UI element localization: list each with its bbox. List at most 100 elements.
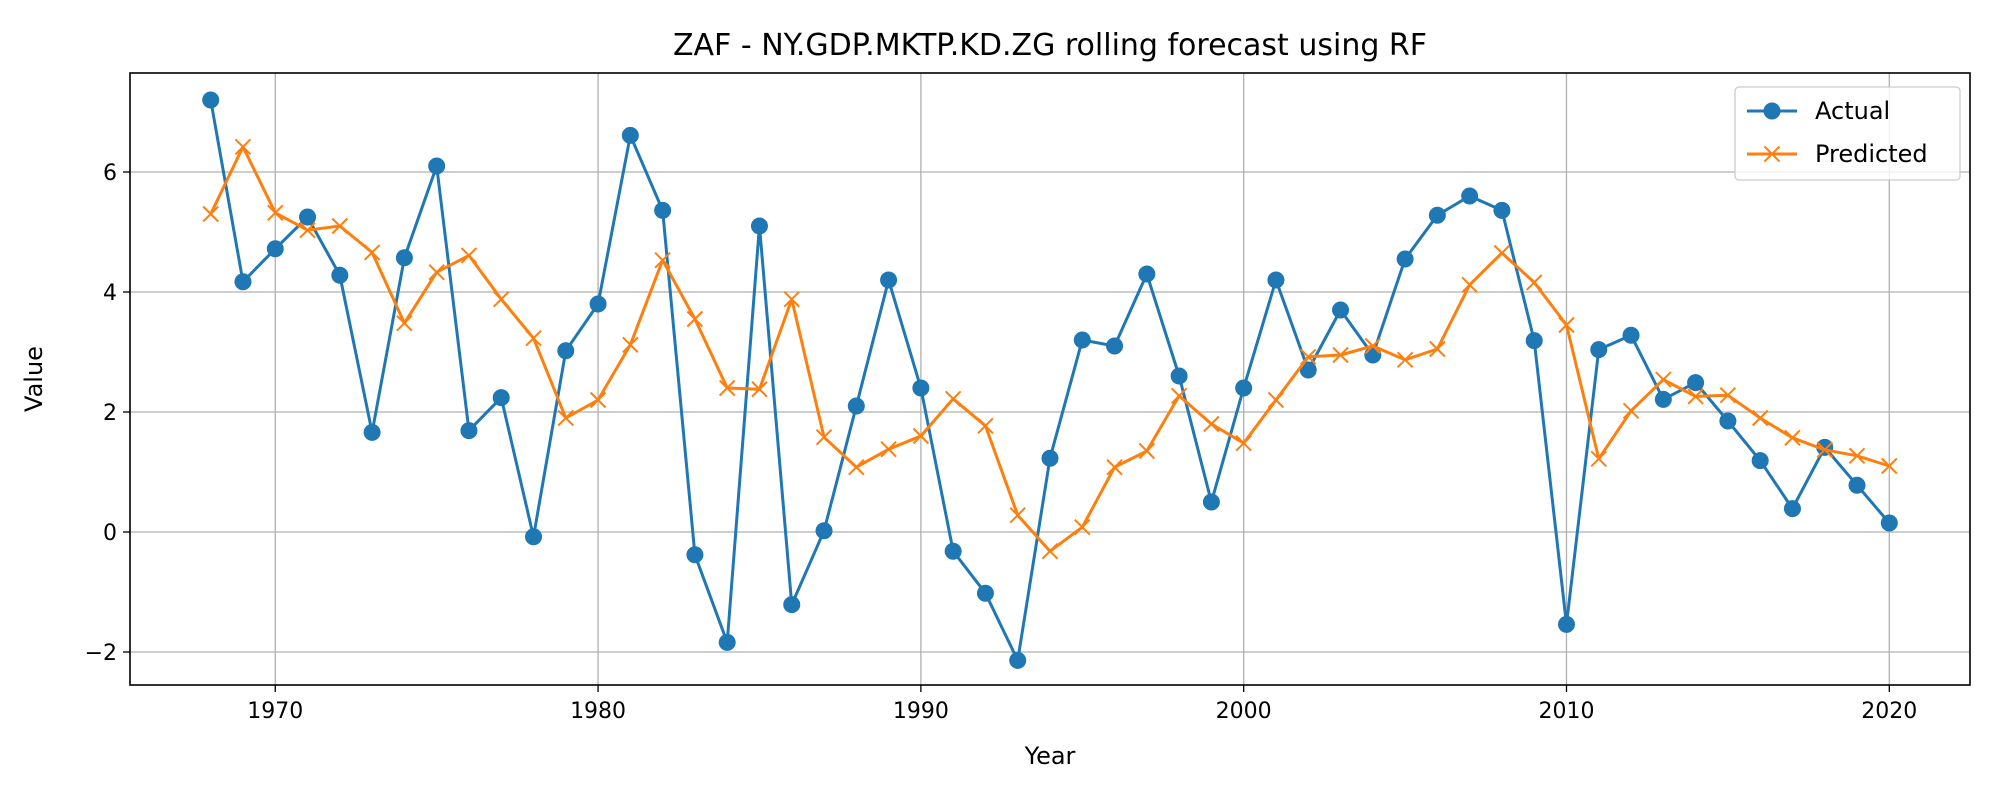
data-point-predicted (1687, 388, 1704, 405)
data-point-actual (1009, 651, 1027, 669)
data-point-actual (1590, 341, 1608, 359)
data-point-predicted (944, 390, 962, 408)
data-point-predicted (428, 263, 445, 281)
data-point-predicted (1106, 458, 1123, 476)
y-tick-label: −2 (85, 641, 117, 666)
data-point-actual (460, 422, 478, 440)
data-point-predicted (363, 244, 381, 261)
y-tick-label: 4 (103, 281, 117, 306)
x-axis-label: Year (1024, 742, 1076, 770)
x-tick-label: 2000 (1216, 699, 1272, 724)
plot-frame (129, 72, 1971, 686)
data-point-actual (428, 157, 446, 175)
data-point-actual (1202, 493, 1220, 511)
data-point-predicted (1751, 409, 1769, 427)
data-point-actual (1654, 390, 1672, 408)
data-point-actual (1332, 301, 1350, 319)
data-point-actual (1848, 476, 1866, 494)
data-point-actual (750, 217, 768, 235)
data-point-predicted (1235, 434, 1252, 452)
data-point-actual (944, 542, 962, 560)
axis-ticks: 1970 1980 1990 2000 2010 2020 −2 0 2 4 6 (85, 161, 1918, 724)
legend-label: Predicted (1815, 140, 1928, 168)
data-point-actual (202, 91, 220, 109)
data-point-predicted (1816, 441, 1833, 459)
data-point-predicted (1622, 402, 1640, 420)
y-tick-label: 6 (103, 161, 117, 186)
data-point-predicted (589, 391, 607, 409)
data-point-predicted (1074, 518, 1091, 536)
data-point-predicted (202, 205, 219, 223)
data-point-predicted (880, 440, 897, 458)
data-point-actual (1493, 201, 1511, 219)
data-point-actual (1687, 374, 1705, 392)
legend-item-actual: Actual (1747, 97, 1890, 125)
data-point-predicted (1429, 340, 1446, 358)
data-point-predicted (1461, 276, 1478, 294)
data-point-actual (1557, 615, 1575, 633)
data-point-actual (1719, 412, 1737, 430)
plot-series (202, 91, 1898, 669)
data-point-predicted (848, 458, 865, 476)
legend-marker (1763, 102, 1781, 120)
legend-label: Actual (1815, 97, 1890, 125)
data-point-actual (976, 584, 994, 602)
data-point-predicted (1203, 415, 1220, 433)
x-tick-label: 1970 (247, 699, 303, 724)
series-predicted (202, 138, 1898, 560)
data-point-actual (1751, 452, 1769, 470)
legend-marker (1763, 145, 1781, 163)
data-point-actual (1880, 514, 1898, 532)
y-tick-label: 2 (103, 401, 117, 426)
series-actual (202, 91, 1898, 669)
data-point-predicted (1655, 371, 1672, 388)
data-point-predicted (622, 336, 639, 354)
data-point-predicted (1332, 346, 1349, 364)
data-point-predicted (1719, 386, 1737, 404)
data-point-actual (395, 249, 413, 267)
data-point-actual (847, 397, 865, 415)
data-point-predicted (460, 247, 478, 264)
data-point-actual (1428, 206, 1446, 224)
data-point-predicted (1881, 457, 1898, 475)
y-tick-label: 0 (103, 521, 117, 546)
data-point-actual (621, 126, 639, 144)
data-point-predicted (977, 417, 994, 435)
data-point-actual (1622, 326, 1640, 344)
data-point-actual (1170, 367, 1188, 385)
data-point-actual (1396, 250, 1414, 268)
y-axis-label: Value (20, 346, 48, 412)
x-tick-label: 2020 (1861, 699, 1917, 724)
data-point-actual (299, 208, 317, 226)
data-point-predicted (1848, 447, 1866, 465)
data-point-predicted (1138, 442, 1156, 460)
data-point-actual (589, 295, 607, 313)
legend: Actual Predicted (1734, 86, 1961, 181)
data-point-predicted (815, 428, 833, 446)
data-point-actual (1138, 265, 1156, 283)
data-point-predicted (751, 380, 768, 398)
x-tick-label: 1980 (570, 699, 626, 724)
data-point-actual (1235, 379, 1253, 397)
data-point-predicted (1526, 274, 1543, 291)
data-point-actual (234, 273, 252, 291)
data-point-actual (363, 423, 381, 441)
data-point-predicted (525, 329, 542, 347)
data-point-actual (266, 240, 284, 258)
data-point-predicted (1558, 316, 1575, 334)
data-point-predicted (783, 290, 800, 308)
data-point-actual (525, 528, 543, 546)
data-point-actual (718, 633, 736, 651)
data-point-actual (783, 596, 801, 614)
data-point-actual (1106, 337, 1124, 355)
data-point-predicted (654, 251, 671, 269)
data-point-predicted (1267, 391, 1285, 409)
data-point-predicted (1041, 542, 1059, 560)
data-point-predicted (718, 379, 736, 397)
data-point-actual (1525, 332, 1543, 350)
data-point-predicted (299, 221, 316, 239)
data-point-predicted (686, 310, 704, 328)
data-point-predicted (396, 314, 413, 332)
x-tick-label: 2010 (1538, 699, 1594, 724)
